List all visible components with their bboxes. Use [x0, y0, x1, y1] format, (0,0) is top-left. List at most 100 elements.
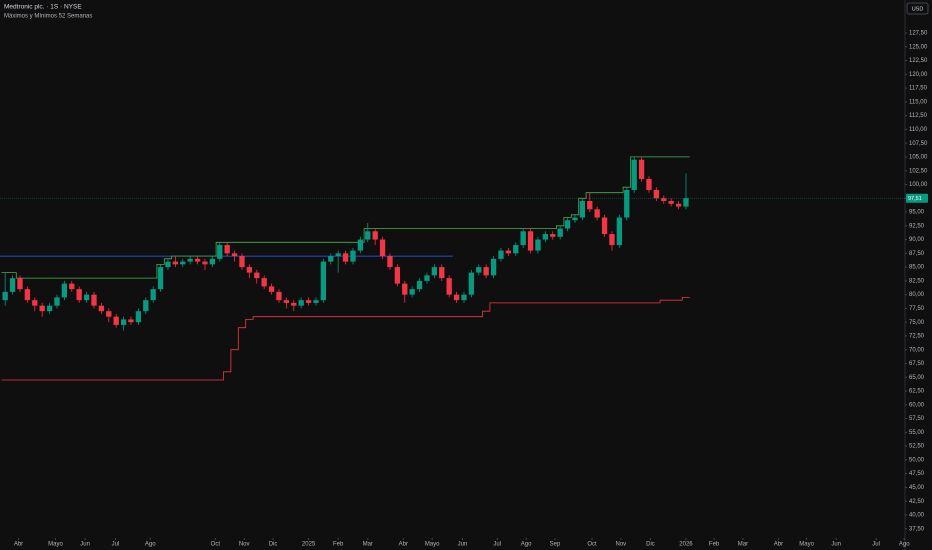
candle-body — [490, 258, 497, 276]
y-tick-label: 67,50 — [909, 361, 925, 367]
candle-body — [387, 256, 393, 268]
candle-body — [402, 283, 408, 295]
indicator-line — [1, 156, 690, 279]
candle-body — [291, 302, 297, 306]
indicator-line — [1, 297, 690, 381]
candle-body — [2, 291, 8, 301]
x-tick-label: Jun — [458, 542, 468, 548]
x-tick-label: Jul — [112, 542, 120, 548]
candle-body — [39, 305, 45, 312]
candle-body — [202, 261, 208, 265]
y-tick-label: 65,00 — [909, 375, 925, 381]
candle-body — [453, 294, 460, 301]
candle-body — [661, 198, 667, 202]
candle-body — [224, 245, 230, 254]
candle-body — [601, 217, 608, 235]
candle-body — [365, 231, 371, 240]
candle-body — [476, 267, 482, 273]
candle-body — [542, 234, 549, 240]
candle-body — [54, 297, 60, 306]
candle-body — [17, 278, 23, 290]
candle-body — [194, 258, 201, 262]
candle-body — [424, 275, 430, 281]
candle-body — [416, 280, 423, 290]
candle-body — [379, 239, 386, 257]
x-tick-label: Mayo — [48, 542, 63, 548]
candle-body — [594, 209, 600, 218]
candle-body — [483, 267, 489, 276]
y-tick-label: 77,50 — [909, 306, 925, 312]
chart-title: Medtronic plc. · 1S · NYSE — [4, 4, 82, 11]
candle-body — [579, 201, 586, 218]
candle-body — [246, 267, 253, 273]
x-tick-label: Oct — [211, 542, 221, 548]
y-tick-label: 90,00 — [909, 237, 925, 243]
candle-body — [157, 267, 164, 290]
candle-body — [616, 217, 623, 246]
x-tick-label: Dic — [646, 542, 655, 548]
candle-body — [46, 305, 53, 312]
candle-body — [239, 256, 245, 268]
candle-body — [261, 278, 267, 287]
currency-box[interactable] — [906, 2, 929, 15]
candle-body — [638, 159, 645, 179]
y-tick-label: 95,00 — [909, 210, 925, 216]
candle-body — [83, 294, 90, 301]
candle-body — [217, 245, 223, 259]
candle-body — [446, 278, 452, 295]
y-tick-label: 37,50 — [909, 526, 925, 532]
last-price-label: 97,51 — [908, 196, 922, 202]
x-tick-label: 2025 — [302, 542, 316, 548]
candle-body — [120, 319, 127, 325]
y-tick-label: 115,00 — [909, 99, 928, 105]
x-tick-label: Abr — [774, 542, 783, 548]
currency[interactable]: USD — [912, 6, 924, 12]
indicator-name: Máximos y Mínimos 52 Semanas — [4, 14, 92, 20]
y-tick-label: 40,00 — [909, 513, 925, 519]
candle-body — [342, 253, 349, 262]
candle-body — [461, 294, 467, 301]
y-tick-label: 125,00 — [909, 44, 928, 50]
x-tick-label: Feb — [333, 542, 344, 548]
y-tick-label: 47,50 — [909, 471, 925, 477]
x-tick-label: Mar — [363, 542, 373, 548]
x-tick-label: Mayo — [799, 542, 814, 548]
candle-body — [91, 294, 97, 306]
candle-body — [564, 220, 571, 229]
y-tick-label: 75,00 — [909, 320, 925, 326]
y-tick-label: 110,00 — [909, 127, 928, 133]
candle-body — [69, 283, 75, 290]
candle-body — [305, 300, 312, 303]
x-tick-label: Jul — [872, 542, 880, 548]
x-tick-label: Ago — [899, 542, 910, 548]
y-tick-label: 120,00 — [909, 72, 928, 78]
candle-body — [135, 311, 142, 323]
y-tick-label: 87,50 — [909, 251, 925, 257]
candle-body — [631, 159, 637, 190]
y-tick-label: 105,00 — [909, 155, 928, 161]
y-tick-label: 82,50 — [909, 278, 925, 284]
candle-body — [520, 231, 526, 246]
candle-body — [431, 267, 438, 276]
x-tick-label: Mar — [738, 542, 748, 548]
candle-body — [313, 300, 319, 303]
candle-body — [106, 311, 112, 317]
last-price-badge — [906, 193, 928, 203]
y-tick-label: 92,50 — [909, 223, 925, 229]
candle-body — [357, 239, 364, 251]
y-tick-label: 52,50 — [909, 444, 925, 450]
candle-body — [61, 283, 68, 298]
candle-body — [231, 253, 238, 257]
x-tick-label: Dic — [269, 542, 278, 548]
candle-body — [113, 316, 119, 325]
candle-body — [439, 267, 445, 279]
x-tick-label: Ago — [145, 542, 156, 548]
candle-body — [572, 217, 578, 221]
candle-body — [76, 289, 82, 301]
candle-body — [328, 256, 334, 262]
y-tick-label: 57,50 — [909, 416, 925, 422]
x-tick-label: Abr — [14, 542, 23, 548]
candle-body — [276, 291, 282, 301]
x-tick-label: Abr — [399, 542, 408, 548]
candle-body — [535, 239, 541, 251]
